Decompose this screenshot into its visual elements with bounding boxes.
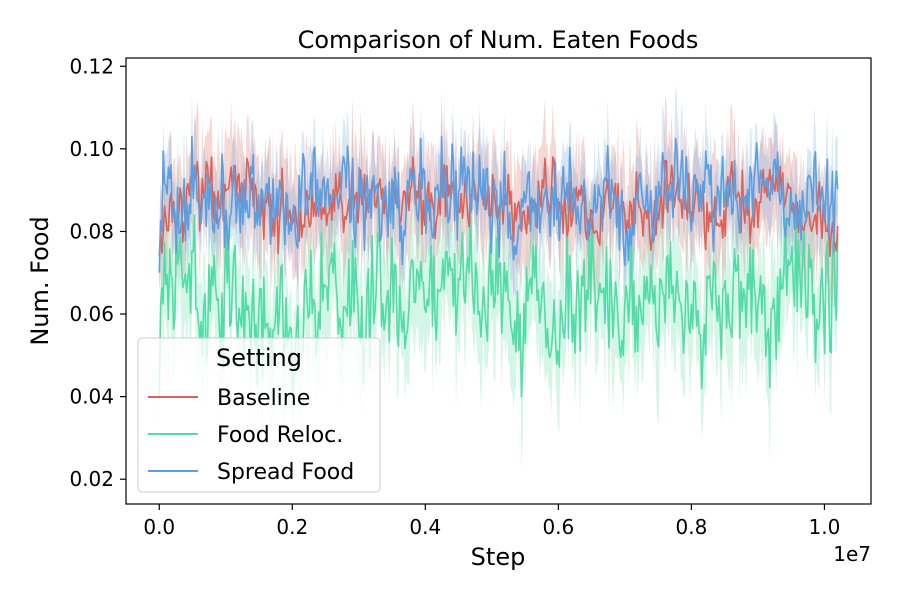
x-tick-label: 0.0 xyxy=(143,515,175,539)
y-axis-label: Num. Food xyxy=(26,216,54,345)
series-line-spread-food xyxy=(158,135,839,273)
legend-label-baseline: Baseline xyxy=(217,386,310,411)
x-tick-label: 0.4 xyxy=(409,515,441,539)
y-tick-label: 0.02 xyxy=(69,467,114,491)
plot-frame xyxy=(125,57,872,505)
y-tick-label: 0.06 xyxy=(69,302,114,326)
x-offset-label: 1e7 xyxy=(833,542,871,566)
x-axis: 0.0 0.2 0.4 0.6 0.8 1.0 xyxy=(143,504,840,539)
y-tick-label: 0.08 xyxy=(69,219,114,243)
legend: Setting Baseline Food Reloc. Spread Food xyxy=(137,337,381,493)
x-tick-label: 0.2 xyxy=(276,515,308,539)
legend-items: Baseline Food Reloc. Spread Food xyxy=(148,386,354,485)
y-tick-label: 0.04 xyxy=(69,385,114,409)
x-tick-label: 1.0 xyxy=(809,515,841,539)
legend-title: Setting xyxy=(216,344,302,372)
legend-label-food-reloc: Food Reloc. xyxy=(217,423,343,448)
legend-label-spread-food: Spread Food xyxy=(217,460,354,485)
legend-box xyxy=(137,337,381,493)
y-axis: 0.02 0.04 0.06 0.08 0.10 0.12 xyxy=(69,54,126,491)
x-axis-label: Step xyxy=(471,543,526,571)
x-tick-label: 0.6 xyxy=(542,515,574,539)
confidence-band-spread-food xyxy=(159,85,838,302)
y-tick-label: 0.10 xyxy=(69,137,114,161)
x-tick-label: 0.8 xyxy=(675,515,707,539)
y-tick-label: 0.12 xyxy=(69,54,114,78)
chart-title: Comparison of Num. Eaten Foods xyxy=(298,26,699,54)
confidence-band-food-reloc xyxy=(159,148,838,469)
